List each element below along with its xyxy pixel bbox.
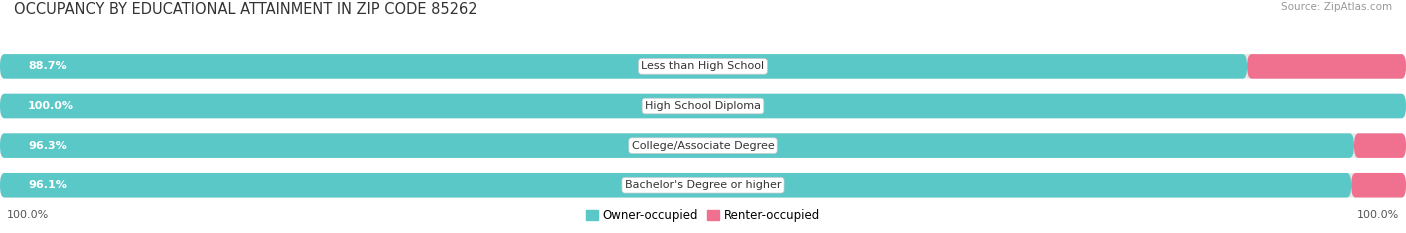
FancyBboxPatch shape [1351,173,1406,198]
FancyBboxPatch shape [0,133,1406,158]
FancyBboxPatch shape [1247,54,1406,79]
FancyBboxPatch shape [1354,133,1406,158]
FancyBboxPatch shape [0,133,1354,158]
FancyBboxPatch shape [0,173,1406,198]
Text: OCCUPANCY BY EDUCATIONAL ATTAINMENT IN ZIP CODE 85262: OCCUPANCY BY EDUCATIONAL ATTAINMENT IN Z… [14,2,478,17]
FancyBboxPatch shape [0,94,1406,118]
Text: 88.7%: 88.7% [28,62,66,71]
Text: Less than High School: Less than High School [641,62,765,71]
Text: High School Diploma: High School Diploma [645,101,761,111]
Text: Source: ZipAtlas.com: Source: ZipAtlas.com [1281,2,1392,12]
Text: College/Associate Degree: College/Associate Degree [631,141,775,151]
Legend: Owner-occupied, Renter-occupied: Owner-occupied, Renter-occupied [581,205,825,227]
FancyBboxPatch shape [0,54,1406,79]
FancyBboxPatch shape [0,54,1247,79]
Text: 96.3%: 96.3% [28,141,67,151]
Text: 100.0%: 100.0% [28,101,75,111]
Text: 96.1%: 96.1% [28,180,67,190]
Text: Bachelor's Degree or higher: Bachelor's Degree or higher [624,180,782,190]
Text: 100.0%: 100.0% [7,210,49,220]
Text: 100.0%: 100.0% [1357,210,1399,220]
FancyBboxPatch shape [0,94,1406,118]
FancyBboxPatch shape [0,173,1351,198]
